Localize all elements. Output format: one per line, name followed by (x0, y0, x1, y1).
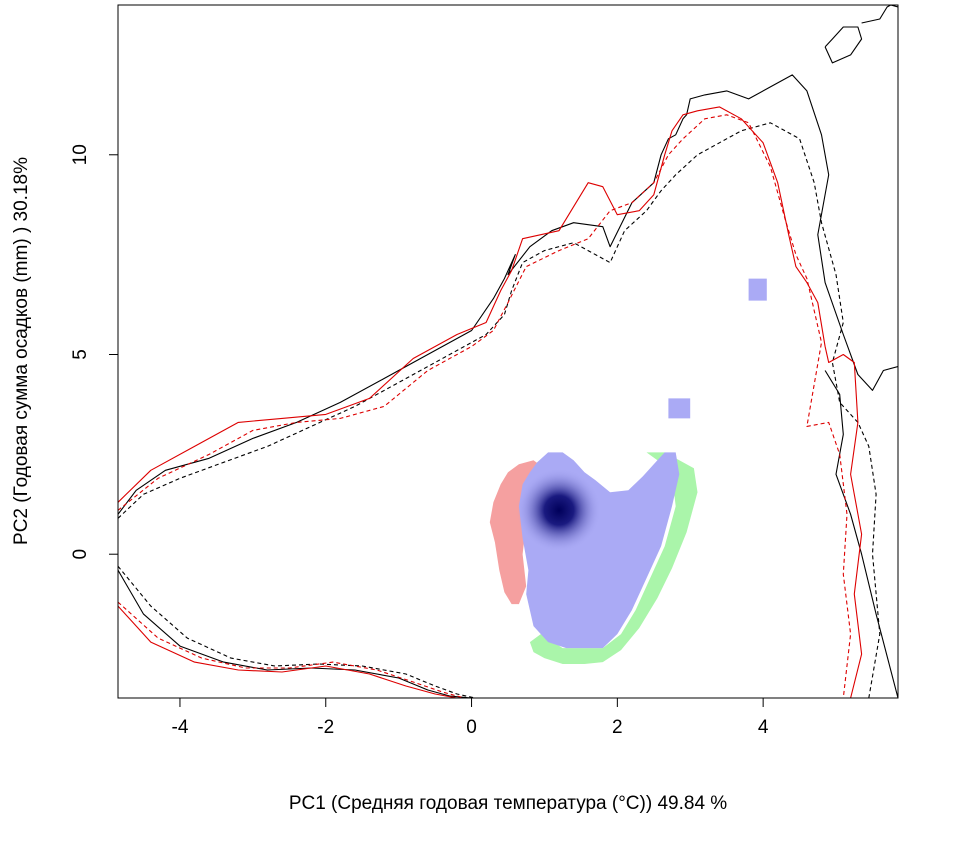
envelope-line-10 (861, 5, 898, 24)
x-tick-label: -4 (172, 717, 189, 738)
x-tick-label: -2 (317, 717, 334, 738)
region-unique_first-1 (489, 460, 545, 605)
envelope-line-3 (118, 106, 863, 698)
y-tick-label: 10 (70, 144, 91, 165)
region-overlap-4 (668, 398, 691, 419)
x-tick-label: 4 (758, 717, 769, 738)
y-tick-label: 0 (70, 549, 91, 560)
y-axis: 0 5 10 (70, 144, 118, 559)
x-tick-label: 0 (466, 717, 477, 738)
envelope-line-0 (118, 74, 898, 515)
x-axis: -4 -2 0 2 4 (172, 698, 769, 738)
region-unique_second-2 (529, 452, 698, 664)
envelope-line-1 (824, 370, 898, 698)
envelope-line-2 (118, 122, 881, 698)
y-tick-label: 5 (70, 349, 91, 360)
x-axis-title: PC1 (Средняя годовая температура (°C)) 4… (289, 793, 727, 814)
envelope-line-7 (118, 605, 458, 698)
y-axis-title: PC2 (Годовая сумма осадков (mm) ) 30.18% (11, 157, 32, 545)
envelope-line-4 (118, 114, 852, 698)
envelope-line-9 (824, 26, 863, 64)
envelope-lines (118, 5, 898, 698)
plot-frame (117, 4, 899, 699)
envelope-line-6 (118, 565, 476, 698)
x-tick-label: 2 (612, 717, 623, 738)
density-regions (489, 278, 767, 664)
region-overlap-3 (748, 278, 767, 301)
density-peak (517, 468, 602, 553)
envelope-line-8 (118, 601, 465, 698)
